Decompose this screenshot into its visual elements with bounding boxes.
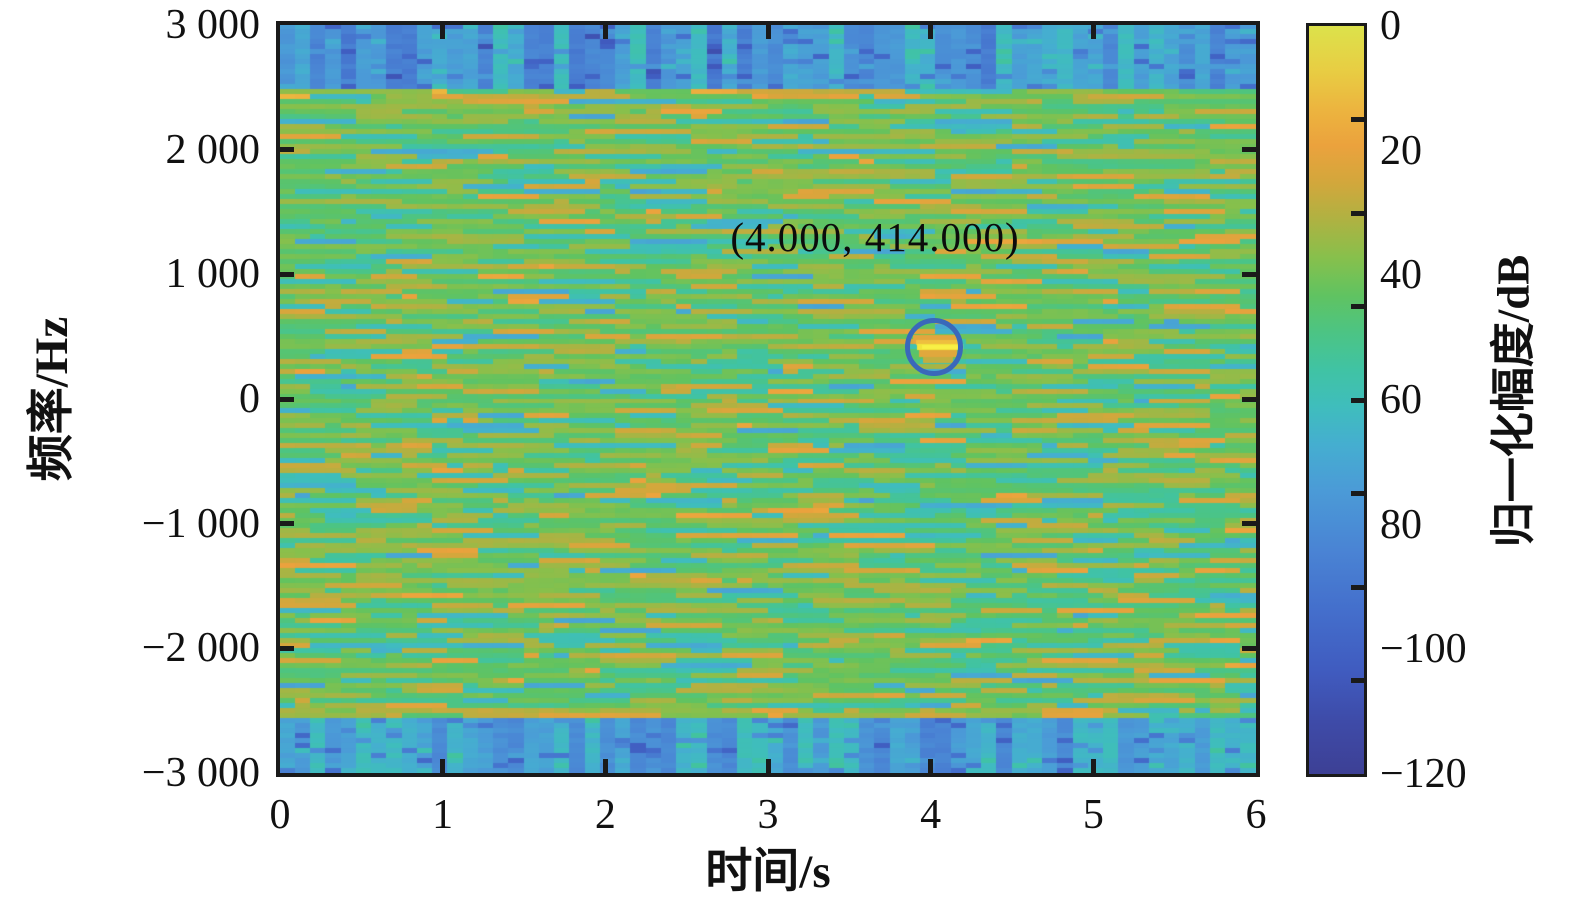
- y-axis-tick-mark: [280, 396, 294, 402]
- colorbar-tick-label: 60: [1380, 377, 1422, 423]
- y-axis-tick-mark: [1242, 271, 1256, 277]
- x-axis-tick-mark: [440, 25, 446, 39]
- x-axis-tick-mark: [440, 759, 446, 773]
- x-axis-title: 时间/s: [705, 846, 831, 898]
- y-axis-tick-mark: [1242, 521, 1256, 527]
- x-axis-tick-label: 0: [269, 792, 291, 838]
- y-axis-tick-mark: [280, 521, 294, 527]
- colorbar-tick-mark: [1351, 210, 1364, 216]
- y-axis-tick-mark: [1242, 645, 1256, 651]
- colorbar-tick-label: 40: [1380, 252, 1422, 299]
- colorbar: [1306, 23, 1367, 777]
- y-axis-tick-label: 1 000: [165, 251, 261, 298]
- y-axis-tick-label: 0: [239, 376, 260, 422]
- x-axis-tick-mark: [765, 759, 771, 773]
- colorbar-tick-label: −100: [1380, 626, 1467, 673]
- colorbar-tick-mark: [1351, 304, 1364, 309]
- y-axis-tick-mark: [280, 271, 294, 277]
- colorbar-tick-label: 20: [1380, 127, 1422, 174]
- y-axis-tick-label: 2 000: [165, 126, 261, 173]
- x-axis-tick-mark: [602, 25, 608, 39]
- y-axis-tick-mark: [1242, 147, 1256, 153]
- colorbar-tick-label: −120: [1380, 751, 1467, 797]
- x-axis-tick-mark: [1090, 25, 1096, 39]
- x-axis-tick-mark: [928, 759, 934, 773]
- plot-area: (4.000, 414.000): [276, 21, 1260, 777]
- x-axis-tick-label: 4: [920, 792, 942, 838]
- y-axis-tick-mark: [280, 147, 294, 153]
- y-axis-tick-label: 3 000: [165, 2, 261, 48]
- spectrogram-heatmap: [280, 25, 1256, 773]
- y-axis-tick-label: −3 000: [141, 750, 260, 796]
- colorbar-tick-mark: [1351, 584, 1364, 590]
- y-axis-tick-mark: [1242, 396, 1256, 402]
- x-axis-tick-mark: [1090, 759, 1096, 773]
- colorbar-tick-mark: [1351, 397, 1364, 403]
- x-axis-tick-mark: [765, 25, 771, 39]
- x-axis-tick-mark: [602, 759, 608, 773]
- colorbar-title: 归一化幅度/dB: [1488, 254, 1539, 548]
- x-axis-tick-label: 5: [1082, 792, 1104, 838]
- x-axis-tick-label: 2: [594, 792, 616, 838]
- y-axis-tick-label: −1 000: [141, 500, 260, 547]
- colorbar-tick-mark: [1351, 491, 1364, 496]
- colorbar-tick-label: 80: [1380, 501, 1422, 548]
- x-axis-tick-mark: [928, 25, 934, 39]
- x-axis-tick-label: 3: [757, 792, 779, 838]
- colorbar-tick-mark: [1351, 117, 1364, 122]
- y-axis-tick-mark: [280, 645, 294, 651]
- annotation-label: (4.000, 414.000): [730, 214, 1020, 260]
- y-axis-tick-label: −2 000: [141, 625, 260, 672]
- x-axis-tick-label: 1: [432, 792, 454, 838]
- colorbar-tick-mark: [1351, 678, 1364, 683]
- annotation-circle-marker: [905, 318, 963, 376]
- x-axis-tick-label: 6: [1245, 792, 1267, 838]
- colorbar-tick-label: 0: [1380, 3, 1401, 49]
